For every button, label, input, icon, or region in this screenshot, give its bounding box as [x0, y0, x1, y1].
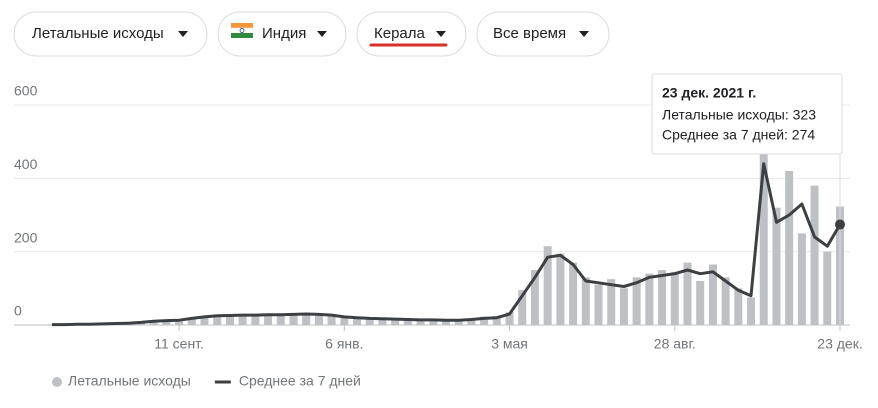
legend-swatch: [52, 377, 62, 387]
y-tick-label: 0: [14, 303, 22, 319]
x-tick-label: 28 авг.: [654, 336, 696, 352]
legend-label: Летальные исходы: [68, 373, 191, 389]
bar: [772, 208, 780, 325]
bar: [811, 186, 819, 325]
bar: [823, 252, 831, 325]
bar: [620, 288, 628, 325]
tooltip-line: Среднее за 7 дней: 274: [662, 127, 815, 143]
bar: [569, 263, 577, 325]
bar: [645, 274, 653, 325]
legend-label: Среднее за 7 дней: [239, 373, 361, 389]
x-tick-label: 6 янв.: [325, 336, 363, 352]
bar: [798, 233, 806, 325]
y-tick-label: 400: [14, 156, 38, 172]
bar: [785, 171, 793, 325]
y-tick-label: 600: [14, 83, 38, 99]
bar: [556, 254, 564, 326]
flag: [231, 23, 253, 28]
filter-bar: Летальные исходы Индия Керала Все время: [14, 12, 609, 56]
chip-label[interactable]: Керала: [374, 25, 426, 42]
x-tick-label: 11 сент.: [154, 336, 204, 352]
bar: [696, 281, 704, 325]
tooltip-line: Летальные исходы: 323: [662, 107, 816, 123]
chip-label[interactable]: Все время: [493, 25, 566, 42]
plot: 0 200 400 600 11 сент. 6 янв. 3 мая 28 авг. 23 д…: [14, 74, 863, 389]
bar: [595, 285, 603, 325]
flag: [231, 33, 253, 38]
bar: [734, 288, 742, 325]
bar: [582, 277, 590, 325]
y-tick-label: 200: [14, 229, 38, 245]
tooltip: 23 дек. 2021 г. Летальные исходы: 323 Сред…: [652, 74, 842, 154]
chip-label[interactable]: Индия: [262, 25, 306, 42]
x-tick-label: 3 мая: [491, 336, 528, 352]
bar: [340, 318, 348, 325]
x-tick-label: 23 дек.: [817, 336, 862, 352]
bar: [671, 272, 679, 325]
bar: [747, 298, 755, 326]
tooltip-title: 23 дек. 2021 г.: [662, 85, 756, 101]
hover-point: [835, 220, 845, 230]
bar: [289, 315, 297, 325]
bar: [658, 270, 666, 325]
chip-label[interactable]: Летальные исходы: [32, 25, 164, 42]
